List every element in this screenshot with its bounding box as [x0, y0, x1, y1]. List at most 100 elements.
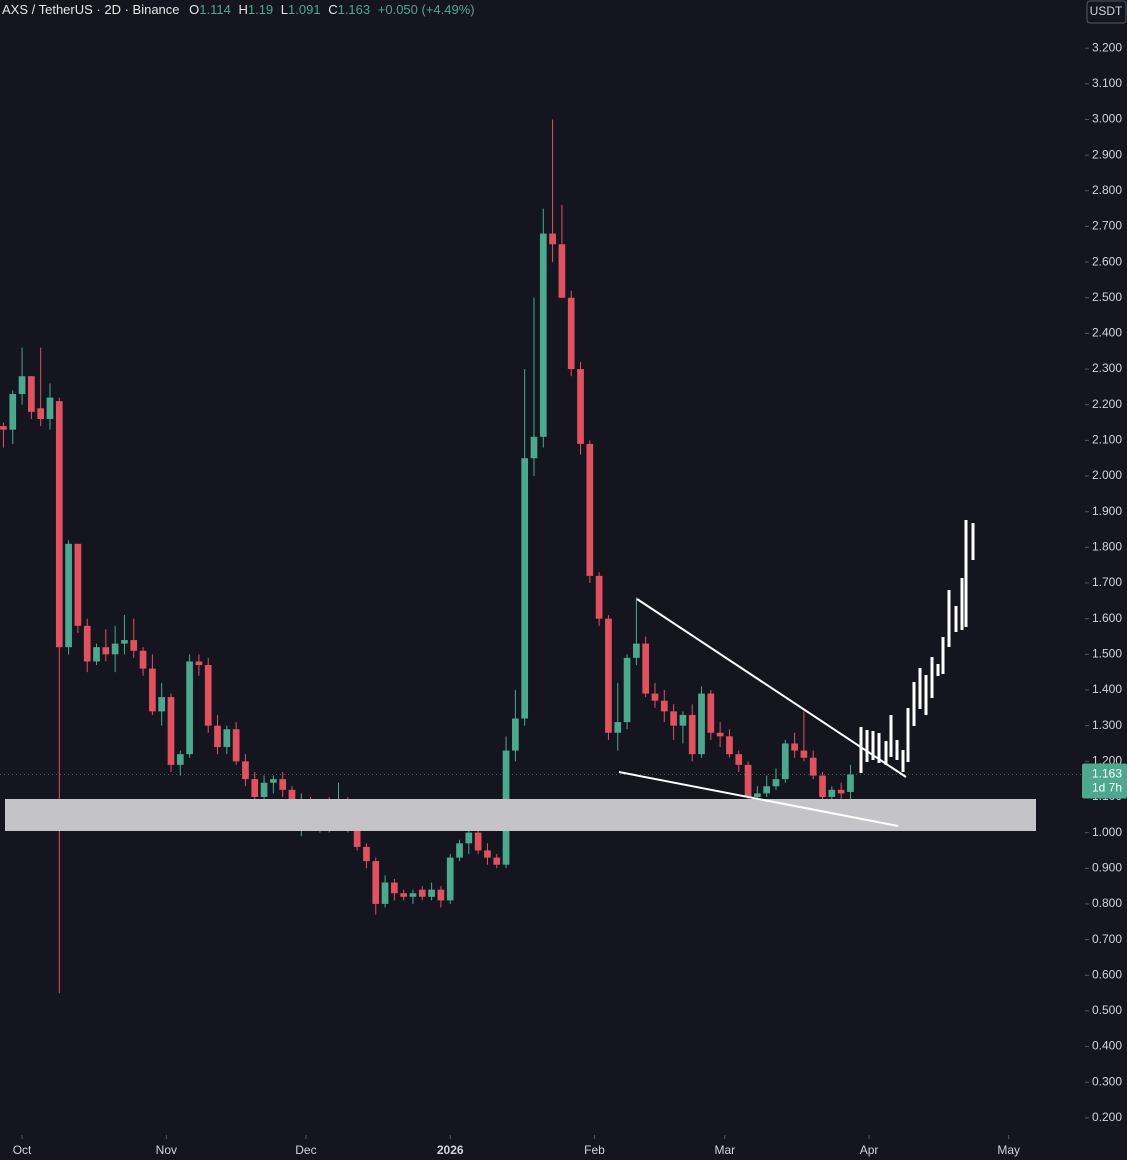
candle-body: [251, 779, 259, 797]
y-tick-label: 0.400: [1092, 1039, 1122, 1053]
candle-body: [800, 750, 808, 758]
candle-body: [158, 697, 166, 712]
ohlc-letter: O: [189, 2, 199, 17]
candle-body: [660, 700, 668, 712]
trend-line: [618, 771, 899, 827]
y-tick-label: 2.500: [1092, 290, 1122, 304]
candle-body: [55, 401, 63, 648]
candle-body: [363, 846, 370, 862]
chart-header: AXS / TetherUS · 2D · Binance O1.114 H1.…: [2, 2, 475, 17]
candle-body: [614, 722, 622, 733]
candle-body: [809, 757, 817, 776]
candle-body: [428, 889, 435, 897]
candle-body: [781, 743, 789, 780]
candle-body: [735, 754, 743, 765]
y-tick-label: 0.800: [1092, 896, 1122, 910]
price-badge: [1082, 763, 1127, 799]
candle-body: [586, 443, 594, 576]
support-zone: [5, 799, 1036, 831]
currency-label: USDT: [1090, 4, 1123, 18]
y-tick-label: 1.300: [1092, 718, 1122, 732]
y-tick-label: 0.700: [1092, 932, 1122, 946]
candle-body: [465, 832, 473, 844]
y-tick-label: 1.500: [1092, 646, 1122, 660]
price-badge-countdown: 1d 7h: [1092, 781, 1122, 795]
y-tick-label: 2.000: [1092, 468, 1122, 482]
projection-bars: [859, 520, 975, 773]
candle-body: [279, 779, 287, 790]
candle-body: [223, 729, 231, 748]
price-badge-value: 1.163: [1092, 767, 1122, 781]
candle-body: [353, 829, 361, 847]
candle-body: [837, 789, 845, 794]
ohlc-letter: L: [281, 2, 288, 17]
x-tick-label: Feb: [584, 1143, 605, 1157]
candle-body: [232, 729, 240, 762]
candle-body: [512, 718, 519, 751]
candle-body: [679, 714, 687, 726]
x-tick-label: Apr: [860, 1143, 879, 1157]
candle-body: [270, 779, 277, 783]
y-tick-label: 0.300: [1092, 1074, 1122, 1088]
y-tick-label: 1.400: [1092, 682, 1122, 696]
candle-body: [847, 774, 854, 792]
candle-body: [754, 793, 761, 797]
candle-body: [446, 857, 454, 901]
candle-body: [819, 775, 826, 797]
candle-body: [167, 697, 175, 765]
y-tick-label: 2.200: [1092, 397, 1122, 411]
candle-body: [288, 789, 296, 805]
candle-body: [130, 640, 138, 651]
y-tick-label: 2.900: [1092, 147, 1122, 161]
close-value: 1.163: [338, 2, 371, 17]
candle-body: [260, 782, 268, 797]
candle-body: [111, 643, 119, 655]
candle-body: [418, 889, 426, 897]
candle-body: [828, 789, 836, 797]
candle-body: [763, 786, 771, 794]
y-tick-label: 3.200: [1092, 40, 1122, 54]
candle-body: [605, 618, 612, 733]
x-tick-label: May: [997, 1143, 1020, 1157]
candle-body: [18, 376, 26, 395]
x-tick-label: 2026: [437, 1143, 464, 1157]
currency-box: [1086, 0, 1127, 24]
candle-body: [409, 893, 417, 897]
candle-body: [688, 714, 696, 755]
candle-body: [74, 543, 82, 626]
candle-body: [381, 882, 389, 904]
x-tick-label: Dec: [295, 1143, 316, 1157]
candle-body: [65, 543, 72, 648]
y-tick-label: 2.600: [1092, 254, 1122, 268]
candle-body: [484, 850, 491, 858]
candle-body: [521, 458, 529, 719]
candle-body: [772, 779, 780, 787]
y-tick-label: 1.800: [1092, 540, 1122, 554]
candle-body: [716, 732, 724, 737]
candle-body: [149, 668, 156, 712]
candle-body: [93, 647, 100, 662]
candle-body: [391, 882, 398, 894]
y-tick-label: 1.900: [1092, 504, 1122, 518]
candle-body: [37, 408, 45, 419]
candle-body: [549, 233, 556, 245]
symbol-title: AXS / TetherUS · 2D · Binance: [2, 2, 180, 17]
candle-body: [633, 643, 640, 658]
y-tick-label: 2.800: [1092, 183, 1122, 197]
y-tick-label: 0.200: [1092, 1110, 1122, 1124]
y-tick-label: 2.300: [1092, 361, 1122, 375]
candle-body: [242, 761, 249, 780]
y-tick-label: 1.700: [1092, 575, 1122, 589]
candle-body: [698, 693, 705, 755]
candle-body: [0, 426, 7, 430]
ohlc-letter: H: [238, 2, 247, 17]
candle-body: [121, 640, 128, 644]
candle-body: [204, 665, 212, 726]
y-tick-label: 2.700: [1092, 219, 1122, 233]
x-tick-label: Nov: [156, 1143, 177, 1157]
candle-body: [642, 643, 650, 694]
candle-body: [139, 650, 147, 669]
high-value: 1.19: [248, 2, 273, 17]
